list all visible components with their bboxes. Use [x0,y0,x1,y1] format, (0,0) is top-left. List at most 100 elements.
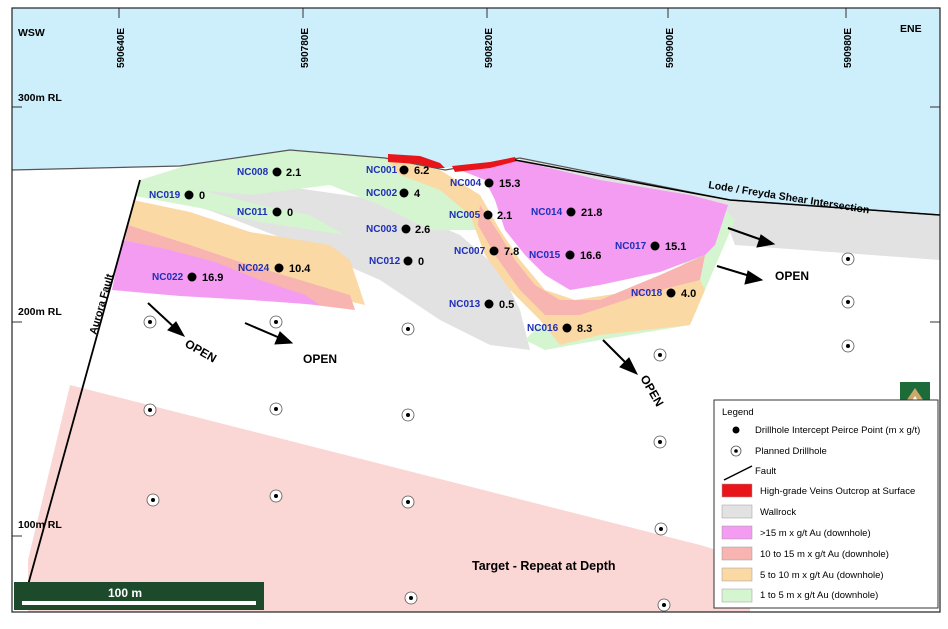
svg-text:NC022: NC022 [152,272,184,283]
rl-ticks [12,106,940,537]
direction-left: WSW [18,27,45,39]
map-frame [11,7,941,613]
easting-label-1: 590640E [116,28,127,68]
svg-text:NC016: NC016 [527,323,559,334]
easting-ticks [118,8,847,18]
planned-drillhole [143,315,157,329]
drillhole-NC014: NC014 21.8 [531,207,602,219]
drillhole-NC001: NC001 6.2 [366,165,429,177]
svg-text:10.4: 10.4 [289,263,311,275]
svg-text:0.5: 0.5 [499,299,514,311]
svg-text:0: 0 [418,256,424,268]
drillhole-NC011: NC011 0 [237,207,293,219]
drillhole-NC016: NC016 8.3 [527,323,592,335]
svg-text:0: 0 [287,207,293,219]
zone-1to5-west [140,150,480,230]
planned-drillhole [401,495,415,509]
zone-gt15-east [460,160,728,290]
scale-bar: 100 m [14,582,264,610]
svg-text:NC014: NC014 [531,207,563,218]
legend-item-10to15: 10 to 15 m x g/t Au (downhole) [760,549,889,560]
scale-bar-label: 100 m [108,586,142,600]
drillhole-NC007: NC007 7.8 [454,246,519,258]
drillhole-NC013: NC013 0.5 [449,299,514,311]
legend-item-5to10: 5 to 10 m x g/t Au (downhole) [760,570,884,581]
zone-10to15-center [478,205,705,315]
planned-drillhole [654,522,668,536]
svg-text:21.8: 21.8 [581,207,602,219]
svg-text:NC019: NC019 [149,190,181,201]
planned-drillhole [653,435,667,449]
drillhole-NC015: NC015 16.6 [529,250,601,262]
drillhole-NC003: NC003 2.6 [366,224,430,236]
svg-text:15.3: 15.3 [499,178,520,190]
legend-item-1to5: 1 to 5 m x g/t Au (downhole) [760,590,878,601]
legend-item-gt15: >15 m x g/t Au (downhole) [760,528,871,539]
svg-text:NC024: NC024 [238,263,270,274]
drillhole-NC024: NC024 10.4 [238,263,311,275]
open-label-1: OPEN [183,336,219,365]
planned-drillhole [401,408,415,422]
drillhole-NC004: NC004 15.3 [450,178,520,190]
planned-drillhole [143,403,157,417]
legend-title: Legend [722,407,754,418]
svg-text:NC011: NC011 [237,207,268,218]
svg-text:NC001: NC001 [366,165,398,176]
drillhole-NC018: NC018 4.0 [631,288,696,300]
planned-drillhole [841,252,855,266]
planned-drillhole [841,339,855,353]
svg-text:NC008: NC008 [237,167,269,178]
planned-drillholes [143,252,855,612]
wallrock-strip [520,158,940,260]
drillhole-NC005: NC005 2.1 [449,210,512,222]
rl-label-300: 300m RL [18,92,62,104]
svg-text:NC012: NC012 [369,256,401,267]
svg-text:8.3: 8.3 [577,323,592,335]
drillhole-NC017: NC017 15.1 [615,241,686,253]
planned-drillhole [269,315,283,329]
planned-drillhole [657,598,671,612]
drillhole-NC008: NC008 2.1 [237,167,301,179]
svg-text:NC002: NC002 [366,188,398,199]
svg-text:NC013: NC013 [449,299,481,310]
drillhole-NC022: NC022 16.9 [152,272,223,284]
easting-label-2: 590780E [300,28,311,68]
svg-text:NC017: NC017 [615,241,647,252]
open-arrows [147,227,776,375]
svg-text:2.6: 2.6 [415,224,430,236]
high-grade-outcrop-east [452,157,517,172]
legend-item-fault: Fault [755,466,776,477]
target-zone [28,385,750,612]
high-grade-outcrop [388,154,445,168]
planned-drillhole [146,493,160,507]
aurora-fault [27,179,141,586]
lode-shear-line [514,159,941,216]
svg-text:16.9: 16.9 [202,272,223,284]
svg-text:6.2: 6.2 [414,165,429,177]
svg-text:2.1: 2.1 [286,167,301,179]
svg-text:0: 0 [199,190,205,202]
drillhole-NC002: NC002 4 [366,188,421,200]
drillhole-NC019: NC019 0 [149,190,205,202]
svg-text:4: 4 [414,188,421,200]
rl-label-100: 100m RL [18,519,62,531]
legend-item-intercept: Drillhole Intercept Peirce Point (m x g/… [755,425,920,436]
rl-label-200: 200m RL [18,306,62,318]
drillhole-NC012: NC012 0 [369,256,424,268]
open-label-4: OPEN [775,269,809,283]
zone-gt15-west [112,240,320,305]
legend-item-highgrade: High-grade Veins Outcrop at Surface [760,486,915,497]
svg-text:4.0: 4.0 [681,288,696,300]
planned-drillhole [269,402,283,416]
svg-text:15.1: 15.1 [665,241,686,253]
planned-drillhole [653,348,667,362]
easting-label-5: 590980E [843,28,854,68]
planned-drillhole [269,489,283,503]
svg-text:NC018: NC018 [631,288,663,299]
svg-text:NC007: NC007 [454,246,486,257]
svg-text:NC003: NC003 [366,224,398,235]
drillhole-intercepts: NC008 2.1 NC019 0 NC011 0 NC022 16.9 NC0… [149,165,696,335]
legend: Legend Drillhole Intercept Peirce Point … [713,399,939,609]
